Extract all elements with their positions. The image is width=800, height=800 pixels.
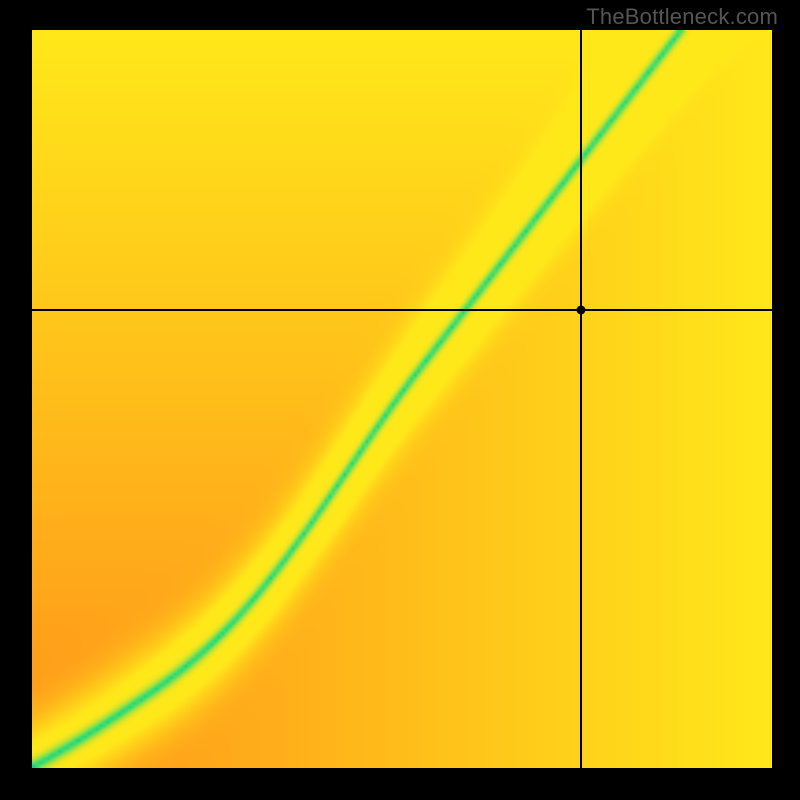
watermark-text: TheBottleneck.com (586, 4, 778, 30)
crosshair-horizontal (32, 309, 772, 311)
crosshair-vertical (580, 30, 582, 768)
bottleneck-heatmap (32, 30, 772, 768)
crosshair-dot (577, 306, 586, 315)
